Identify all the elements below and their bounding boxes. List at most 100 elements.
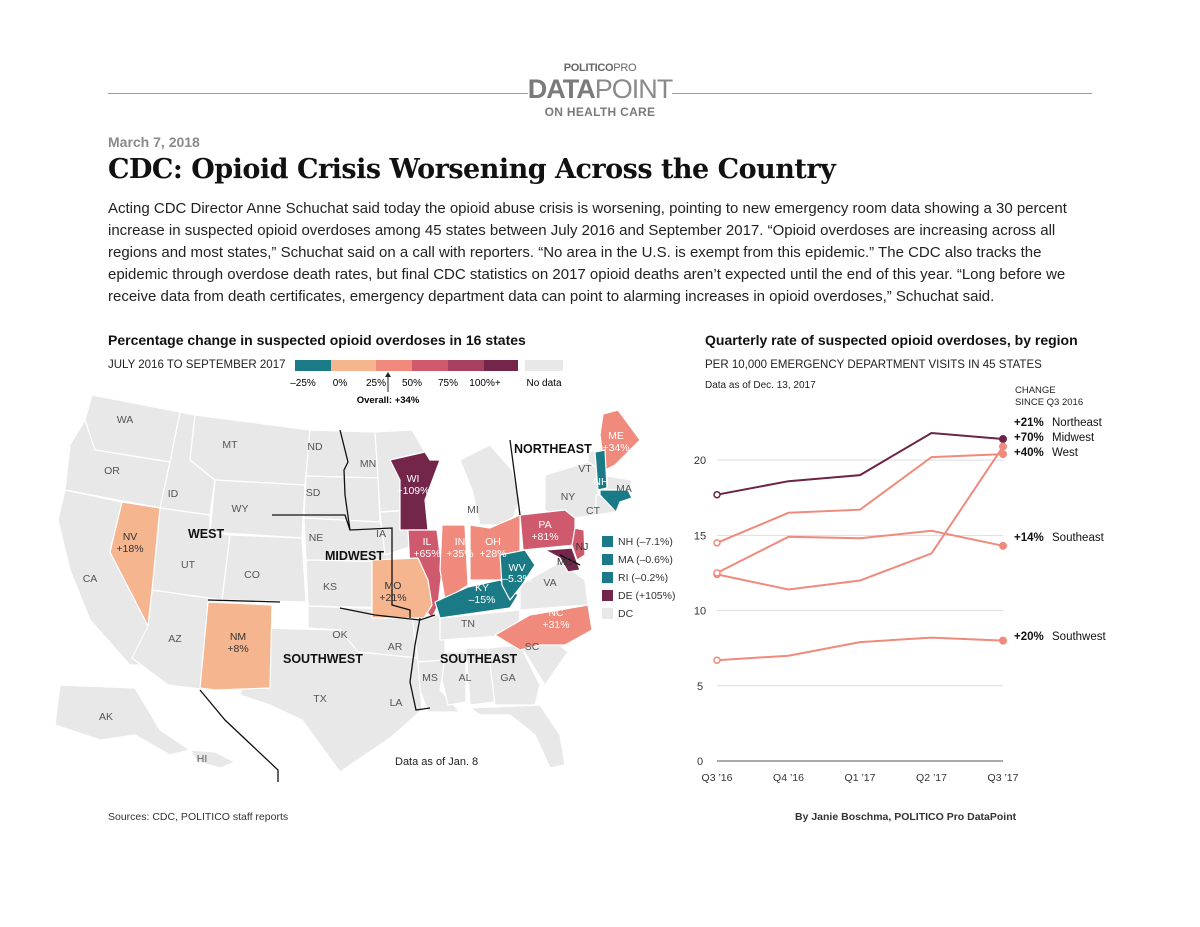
small-swatch-dc (602, 608, 613, 619)
legend-tick-5: 100%+ (469, 378, 501, 389)
region-southeast: SOUTHEAST (440, 652, 517, 666)
state-nv (109, 501, 161, 627)
brand-politico: POLITICOPRO (563, 62, 637, 74)
change-header-2: SINCE Q3 2016 (1015, 397, 1084, 408)
label-ak: AK (99, 711, 113, 723)
chart-title: Quarterly rate of suspected opioid overd… (705, 332, 1078, 348)
region-southwest: SOUTHWEST (283, 652, 363, 666)
series-line-southeast (716, 529, 1004, 574)
series-change-southwest: +20% (1014, 631, 1044, 643)
series-start-southeast (713, 569, 721, 577)
state-nh (594, 449, 608, 491)
y-tick-20: 20 (694, 455, 706, 467)
state-nc (494, 604, 593, 651)
border-southwest-west-sea (199, 689, 279, 782)
state-ma-ri (599, 489, 633, 513)
label-wa: WA (117, 414, 134, 426)
label-ky: KY –15% (469, 582, 496, 606)
label-nj: NJ (576, 541, 589, 553)
series-name-midwest: Midwest (1052, 432, 1095, 444)
state-mt (189, 414, 311, 486)
label-in: IN +35% (446, 536, 473, 560)
label-nm: NM +8% (227, 631, 248, 655)
series-name-southeast: Southeast (1052, 532, 1105, 544)
series-change-southeast: +14% (1014, 532, 1044, 544)
label-sc: SC (525, 641, 540, 653)
state-co (221, 534, 307, 603)
region-west: WEST (188, 527, 224, 541)
map-note: Data as of Jan. 8 (395, 756, 478, 768)
label-tn: TN (461, 618, 475, 630)
label-ms: MS (422, 672, 438, 684)
chart-note: Data as of Dec. 13, 2017 (705, 380, 816, 391)
state-mi (459, 444, 521, 526)
legend-swatch-75-100 (448, 360, 484, 371)
border-midwest-southeast (339, 607, 436, 621)
series-start-west (713, 539, 721, 547)
label-mn: MN (360, 458, 376, 470)
label-me: ME +34% (602, 430, 629, 454)
series-end-midwest (999, 442, 1007, 451)
small-label-ri: RI (–0.2%) (618, 572, 668, 584)
series-end-southeast (999, 541, 1007, 550)
border-north-md (339, 429, 351, 531)
legend-tick-3: 50% (402, 378, 422, 389)
label-ny: NY (561, 491, 576, 503)
label-ga: GA (500, 672, 515, 684)
legend-tick-2: 25% (366, 378, 386, 389)
small-label-dc: DC (618, 608, 634, 620)
border-west-midwest (272, 514, 411, 618)
label-la: LA (390, 697, 403, 709)
label-wy: WY (232, 503, 249, 515)
us-map: WA OR CA MT ID WY UT CO AZ ND SD NE KS M… (54, 394, 675, 782)
series-line-midwest (716, 446, 1004, 591)
series-change-west: +40% (1014, 447, 1044, 459)
map-legend: –25% 0% 25% 50% 75% 100%+ No data Overal… (290, 360, 563, 406)
label-or: OR (104, 465, 120, 477)
series-name-northeast: Northeast (1052, 417, 1103, 429)
legend-swatch-100 (484, 360, 518, 371)
series-change-northeast: +21% (1014, 417, 1044, 429)
x-tick-1: Q4 ’16 (773, 772, 804, 784)
border-northeast-southeast (559, 554, 581, 566)
state-tx (239, 627, 423, 773)
label-ut: UT (181, 559, 196, 571)
label-co: CO (244, 569, 260, 581)
series-start-northeast (713, 490, 721, 499)
state-md-de (544, 547, 581, 573)
label-id: ID (168, 488, 179, 500)
brand-subtitle: ON HEALTH CARE (544, 105, 656, 119)
legend-swatch-nodata (525, 360, 563, 371)
label-ks: KS (323, 581, 337, 593)
region-midwest: MIDWEST (325, 549, 384, 563)
map-title: Percentage change in suspected opioid ov… (108, 332, 526, 348)
chart-subtitle: PER 10,000 EMERGENCY DEPARTMENT VISITS I… (705, 359, 1042, 371)
state-wi (389, 451, 441, 531)
state-hi (189, 749, 236, 769)
label-wv: WV –5.3% (502, 562, 532, 585)
label-oh: OH +28% (479, 536, 506, 560)
change-header-1: CHANGE (1015, 385, 1056, 396)
x-tick-3: Q2 ’17 (916, 772, 947, 784)
label-sd: SD (306, 487, 321, 499)
label-ne: NE (309, 532, 324, 544)
label-ia: IA (376, 528, 386, 540)
series-line-southwest (716, 636, 1004, 662)
series-end-southwest (999, 636, 1007, 645)
y-tick-5: 5 (697, 681, 703, 693)
label-nc: NC +31% (542, 607, 569, 631)
legend-swatch-neg (295, 360, 331, 371)
label-ca: CA (83, 573, 98, 585)
y-tick-10: 10 (694, 606, 706, 618)
article-date: March 7, 2018 (108, 134, 200, 150)
line-chart: 0 5 10 15 20 Q3 ’16 Q4 ’16 Q1 ’17 Q2 ’17 Q3 ’17 +2… (694, 417, 1107, 784)
label-al: AL (459, 672, 472, 684)
small-label-de: DE (+105%) (618, 590, 675, 602)
state-ak (54, 684, 191, 756)
small-swatch-de (602, 590, 613, 601)
series-name-west: West (1052, 447, 1079, 459)
label-mt: MT (222, 439, 238, 451)
legend-overall: Overall: +34% (357, 395, 420, 406)
label-hi: HI (197, 753, 208, 765)
header-rule-right (672, 93, 1092, 94)
